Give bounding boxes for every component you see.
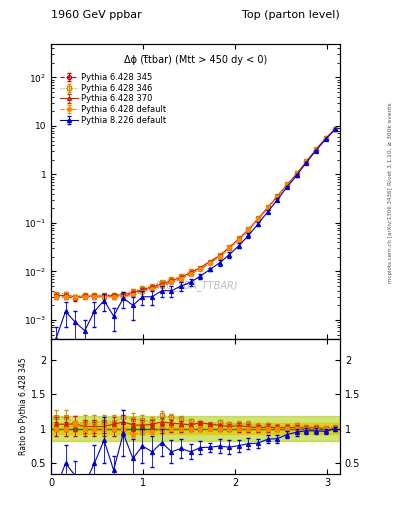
Legend: Pythia 6.428 345, Pythia 6.428 346, Pythia 6.428 370, Pythia 6.428 default, Pyth: Pythia 6.428 345, Pythia 6.428 346, Pyth… (58, 71, 168, 126)
Text: Δϕ (t̅tbar) (Mtt > 450 dy < 0): Δϕ (t̅tbar) (Mtt > 450 dy < 0) (124, 55, 267, 66)
Text: 1960 GeV ppbar: 1960 GeV ppbar (51, 10, 142, 20)
Text: Rivet 3.1.10, ≥ 300k events: Rivet 3.1.10, ≥ 300k events (388, 102, 393, 185)
Y-axis label: Ratio to Pythia 6.428 345: Ratio to Pythia 6.428 345 (19, 357, 28, 455)
Text: Top (parton level): Top (parton level) (242, 10, 340, 20)
Text: mcplots.cern.ch [arXiv:1306.3436]: mcplots.cern.ch [arXiv:1306.3436] (388, 188, 393, 283)
Text: (MC_FBA_TTBAR): (MC_FBA_TTBAR) (154, 281, 237, 291)
